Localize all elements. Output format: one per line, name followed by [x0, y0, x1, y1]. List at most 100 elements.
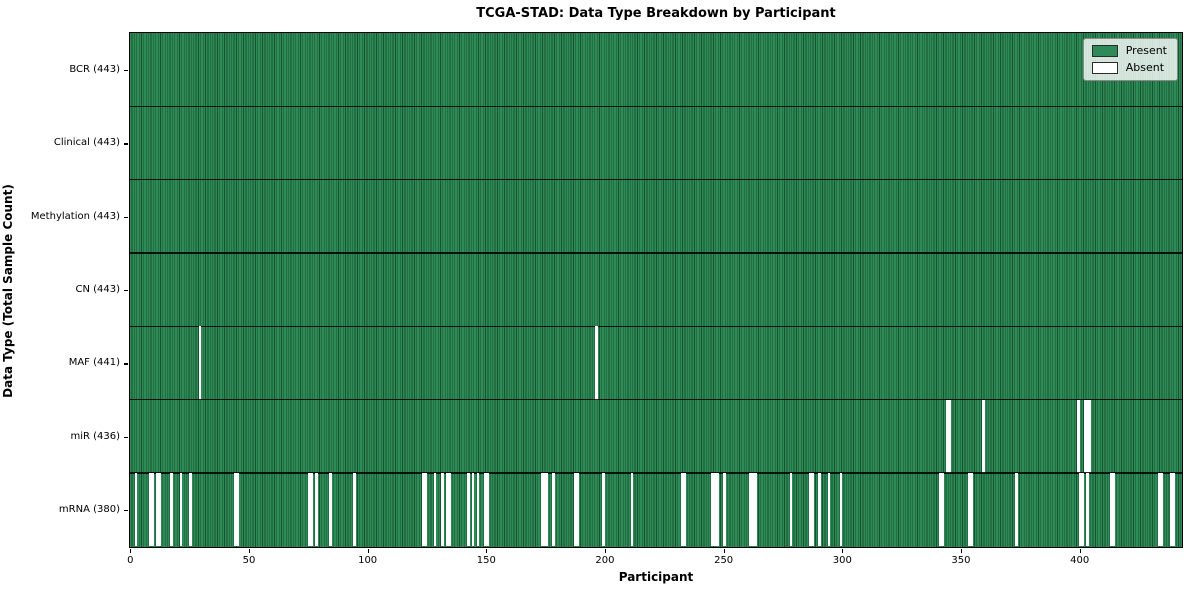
y-tick: [124, 69, 128, 72]
absent-stripe-miR-404: [1088, 399, 1092, 474]
legend-label: Absent: [1125, 61, 1165, 74]
absent-stripe-mRNA-262: [751, 473, 755, 547]
row-label-Methylation: Methylation (443): [30, 210, 120, 222]
absent-stripe-mRNA-413: [1110, 473, 1113, 547]
absent-stripe-mRNA-400: [1079, 473, 1082, 547]
chart-title: TCGA-STAD: Data Type Breakdown by Partic…: [476, 6, 836, 21]
absent-stripe-mRNA-403: [1086, 473, 1090, 547]
absent-stripe-MAF-29: [198, 326, 202, 400]
legend-item-absent: Absent: [1091, 61, 1167, 74]
x-tick-label-150: 150: [476, 555, 496, 566]
x-tick-label-350: 350: [951, 555, 971, 566]
legend-swatch-present-icon: [1091, 45, 1118, 57]
absent-stripe-mRNA-439: [1171, 473, 1175, 547]
absent-stripe-mRNA-84: [329, 473, 333, 547]
absent-stripe-mRNA-94: [353, 473, 356, 547]
absent-stripe-mRNA-247: [716, 473, 719, 547]
absent-stripe-mRNA-11: [156, 473, 159, 547]
absent-stripe-mRNA-232: [680, 473, 684, 547]
absent-stripe-mRNA-142: [467, 473, 470, 547]
legend: Present Absent: [1082, 38, 1178, 81]
absent-stripe-mRNA-78: [315, 473, 318, 547]
absent-stripe-mRNA-21: [179, 473, 183, 547]
absent-stripe-mRNA-124: [424, 473, 427, 547]
x-tick-label-300: 300: [832, 555, 852, 566]
absent-stripe-MAF-196: [595, 326, 598, 400]
absent-stripe-mRNA-287: [811, 473, 814, 547]
absent-stripe-miR-359: [982, 399, 985, 474]
absent-stripe-mRNA-342: [941, 473, 945, 547]
x-tick-label-250: 250: [714, 555, 734, 566]
row-label-MAF: MAF (441): [68, 357, 120, 369]
absent-stripe-mRNA-401: [1081, 473, 1085, 547]
x-tick: [367, 549, 369, 553]
absent-stripe-mRNA-263: [754, 473, 757, 547]
heatmap-grid: Present Absent: [129, 32, 1183, 548]
absent-stripe-miR-345: [948, 399, 952, 474]
x-tick: [842, 549, 844, 553]
x-tick: [604, 549, 607, 553]
absent-stripe-mRNA-75: [308, 473, 311, 547]
x-tick-label-50: 50: [242, 555, 256, 566]
x-tick-label-200: 200: [595, 555, 615, 566]
absent-stripe-mRNA-353: [967, 473, 971, 547]
absent-stripe-mRNA-178: [552, 473, 556, 547]
absent-stripe-mRNA-149: [483, 473, 487, 547]
legend-label: Present: [1125, 44, 1167, 57]
absent-stripe-mRNA-2: [134, 473, 138, 547]
x-axis-title: Participant: [618, 570, 694, 584]
row-divider: [130, 105, 1182, 107]
absent-stripe-mRNA-25: [189, 473, 192, 547]
y-tick: [124, 290, 128, 292]
y-tick: [124, 216, 128, 218]
absent-stripe-mRNA-294: [827, 473, 831, 547]
absent-stripe-mRNA-261: [749, 473, 753, 547]
absent-stripe-mRNA-76: [310, 473, 314, 547]
absent-stripe-mRNA-438: [1169, 473, 1173, 547]
absent-stripe-mRNA-245: [711, 473, 715, 547]
absent-stripe-miR-403: [1086, 399, 1090, 474]
legend-swatch-absent-icon: [1091, 62, 1118, 74]
absent-stripe-mRNA-233: [682, 473, 686, 547]
absent-stripe-mRNA-174: [542, 473, 546, 547]
row-label-CN: CN (443): [75, 284, 120, 295]
absent-stripe-mRNA-246: [713, 473, 717, 547]
absent-stripe-mRNA-123: [421, 473, 425, 547]
absent-stripe-mRNA-278: [789, 473, 793, 547]
row-divider: [130, 252, 1182, 254]
absent-stripe-mRNA-17: [170, 473, 173, 547]
x-tick: [1079, 549, 1081, 553]
absent-stripe-mRNA-211: [630, 473, 634, 547]
absent-stripe-mRNA-12: [158, 473, 162, 547]
x-tick-label-0: 0: [127, 555, 134, 566]
absent-stripe-mRNA-9: [151, 473, 155, 547]
row-label-mRNA: mRNA (380): [58, 504, 120, 516]
y-tick: [124, 510, 128, 512]
row-divider: [130, 472, 1182, 474]
y-tick: [124, 363, 128, 365]
row-label-miR: miR (436): [70, 430, 120, 442]
row-divider: [130, 399, 1182, 401]
absent-stripe-miR-402: [1084, 399, 1087, 474]
absent-stripe-mRNA-433: [1157, 473, 1161, 547]
absent-stripe-mRNA-128: [433, 473, 437, 547]
absent-stripe-mRNA-144: [471, 473, 475, 547]
x-tick: [130, 549, 132, 553]
absent-stripe-mRNA-354: [970, 473, 973, 547]
absent-stripe-mRNA-146: [476, 473, 480, 547]
legend-item-present: Present: [1091, 44, 1167, 57]
row-label-Clinical: Clinical (443): [53, 137, 120, 149]
y-tick: [124, 143, 128, 145]
absent-stripe-mRNA-150: [486, 473, 489, 547]
absent-stripe-mRNA-434: [1160, 473, 1163, 547]
absent-stripe-mRNA-175: [545, 473, 548, 547]
absent-stripe-mRNA-414: [1112, 473, 1116, 547]
absent-stripe-mRNA-188: [576, 473, 579, 547]
absent-stripe-mRNA-8: [148, 473, 152, 547]
absent-stripe-mRNA-133: [445, 473, 449, 547]
x-tick: [723, 549, 725, 553]
absent-stripe-mRNA-250: [723, 473, 726, 547]
absent-stripe-mRNA-173: [540, 473, 544, 547]
x-tick-label-100: 100: [358, 555, 378, 566]
absent-stripe-miR-399: [1076, 399, 1080, 474]
